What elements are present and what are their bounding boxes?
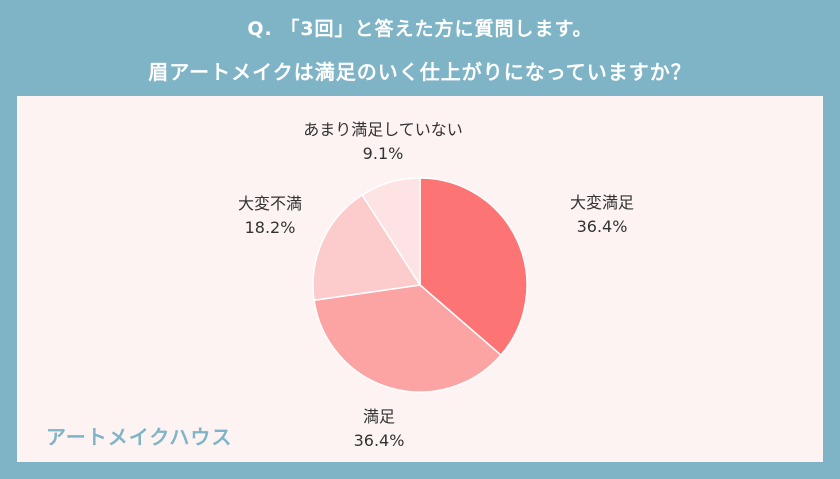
pie-slice-satisfied (313, 284, 502, 393)
pie-slice-very-dissatisfied (312, 193, 422, 302)
slice-label-satisfied: 満足 (363, 407, 395, 426)
pie-chart: 大変満足 36.4% 満足 36.4% 大変不満 18.2% あまり満足していな… (238, 120, 634, 450)
slice-label-very-dissatisfied: 大変不満 (238, 194, 302, 213)
slice-value-very-dissatisfied: 18.2% (245, 218, 296, 237)
brand-logo-text: アートメイクハウス (46, 425, 233, 449)
pie-slice-not-very-satisfied (361, 177, 421, 288)
slice-value-very-satisfied: 36.4% (577, 217, 628, 236)
label-very-satisfied: 大変満足 36.4% (570, 193, 634, 236)
pie-slice-very-satisfied (419, 177, 528, 357)
pie-slices (312, 177, 528, 393)
slice-value-not-very-satisfied: 9.1% (363, 144, 404, 163)
question-line-2: 眉アートメイクは満足のいく仕上がりになっていますか？ (148, 60, 692, 84)
label-not-very-satisfied: あまり満足していない 9.1% (303, 120, 463, 163)
slice-label-not-very-satisfied: あまり満足していない (303, 120, 463, 139)
question-header: Q. 「3回」と答えた方に質問します。 眉アートメイクは満足のいく仕上がりになっ… (0, 0, 840, 95)
slice-value-satisfied: 36.4% (354, 431, 405, 450)
question-line-1: Q. 「3回」と答えた方に質問します。 (247, 18, 593, 40)
slice-label-very-satisfied: 大変満足 (570, 193, 634, 212)
label-satisfied: 満足 36.4% (354, 407, 405, 450)
chart-panel: 大変満足 36.4% 満足 36.4% 大変不満 18.2% あまり満足していな… (17, 96, 823, 462)
label-very-dissatisfied: 大変不満 18.2% (238, 194, 302, 237)
